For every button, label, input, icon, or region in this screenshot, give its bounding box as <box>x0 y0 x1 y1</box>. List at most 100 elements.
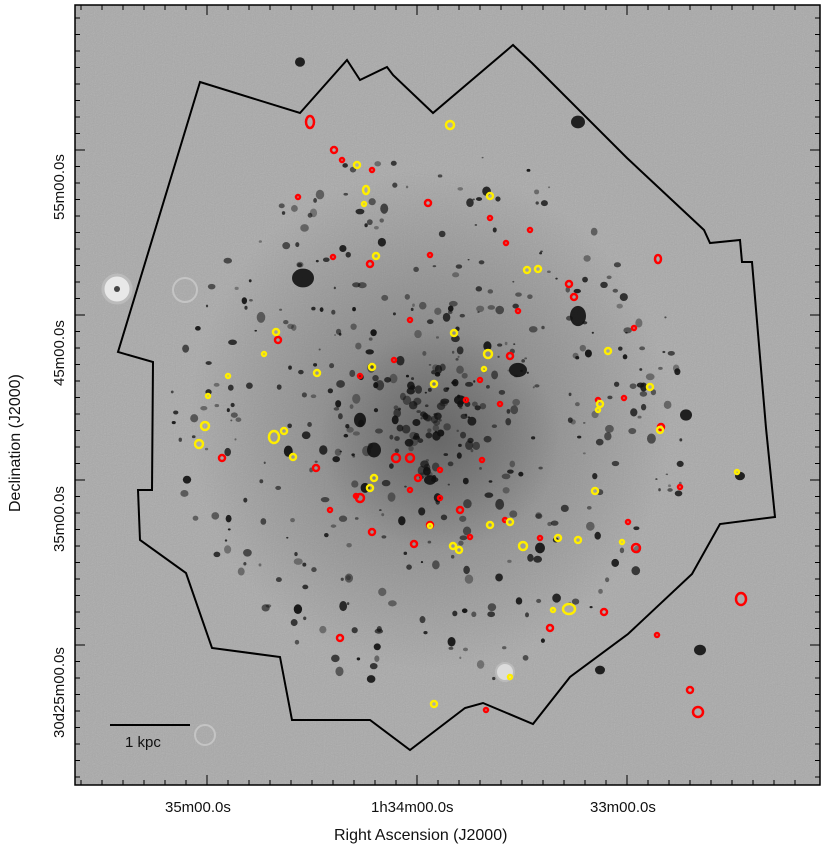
emission-knot <box>510 405 519 415</box>
emission-knot <box>375 428 383 434</box>
emission-knot <box>515 292 522 297</box>
emission-knot <box>311 306 316 311</box>
emission-knot <box>258 563 262 567</box>
emission-knot <box>433 420 441 426</box>
red-source-marker <box>329 145 339 155</box>
yellow-source-marker <box>288 452 298 462</box>
emission-knot <box>355 208 365 215</box>
emission-knot <box>377 237 386 247</box>
yellow-source-marker <box>549 606 557 614</box>
emission-knot <box>333 334 337 336</box>
emission-knot <box>310 394 317 399</box>
yellow-source-marker <box>561 602 577 616</box>
emission-knot <box>459 313 465 318</box>
emission-knot <box>455 264 463 269</box>
emission-knot <box>532 386 535 389</box>
red-source-marker <box>217 453 227 463</box>
red-source-marker <box>462 396 470 404</box>
red-source-marker <box>338 156 346 164</box>
emission-knot <box>496 343 503 347</box>
red-source-marker <box>413 473 423 483</box>
emission-knot <box>447 483 450 486</box>
emission-knot <box>536 598 542 604</box>
emission-knot <box>512 303 519 309</box>
emission-knot <box>351 627 358 634</box>
emission-knot <box>213 382 220 387</box>
yellow-source-marker <box>573 535 583 545</box>
emission-knot <box>418 301 427 310</box>
emission-knot <box>478 260 485 265</box>
emission-knot <box>223 257 233 264</box>
emission-knot <box>442 312 451 322</box>
emission-knot <box>290 517 295 523</box>
emission-knot <box>329 363 335 369</box>
yellow-source-marker <box>448 541 458 551</box>
emission-knot <box>230 419 233 422</box>
emission-knot <box>495 305 505 315</box>
emission-knot <box>527 553 534 562</box>
emission-knot <box>345 251 351 258</box>
red-source-marker <box>311 463 321 473</box>
emission-knot <box>474 223 478 226</box>
emission-knot <box>575 402 580 407</box>
emission-knot <box>502 487 510 494</box>
emission-knot <box>472 441 481 451</box>
emission-knot <box>432 364 439 372</box>
emission-knot <box>674 368 681 376</box>
yellow-source-marker <box>449 328 459 338</box>
emission-knot <box>293 604 303 615</box>
emission-knot <box>611 558 620 567</box>
red-source-marker <box>502 239 510 247</box>
emission-knot <box>396 424 404 432</box>
emission-knot <box>365 349 374 355</box>
survey-footprint-outline <box>116 43 777 752</box>
emission-knot <box>565 286 571 293</box>
emission-knot <box>292 268 314 288</box>
emission-knot <box>427 387 432 392</box>
emission-knot <box>354 412 366 428</box>
emission-knot <box>373 226 379 230</box>
emission-knot <box>369 662 378 670</box>
yellow-source-marker <box>517 540 529 552</box>
emission-knot <box>467 259 470 261</box>
yellow-source-marker <box>371 251 381 261</box>
emission-knot <box>507 559 512 563</box>
emission-knot <box>463 499 472 509</box>
yellow-source-marker <box>645 382 655 392</box>
emission-knot <box>457 355 460 359</box>
emission-knot <box>472 198 475 201</box>
emission-knot <box>235 417 242 422</box>
emission-knot <box>339 450 342 453</box>
emission-knot <box>281 211 286 215</box>
emission-knot <box>613 381 620 387</box>
red-source-marker <box>691 705 705 719</box>
emission-knot <box>582 422 586 424</box>
emission-knot <box>486 385 490 389</box>
emission-knot <box>417 465 426 476</box>
emission-knot <box>676 460 684 468</box>
emission-knot <box>409 431 418 440</box>
emission-knot <box>440 398 450 404</box>
emission-knot <box>436 402 446 411</box>
yellow-source-marker <box>279 426 289 436</box>
emission-knot <box>301 392 307 398</box>
emission-knot <box>286 536 289 539</box>
yellow-source-marker <box>505 517 515 527</box>
red-source-marker <box>273 335 283 345</box>
emission-knot <box>524 357 528 360</box>
red-source-marker <box>423 198 433 208</box>
emission-knot <box>456 452 462 459</box>
emission-knot <box>230 402 235 408</box>
emission-knot <box>338 515 348 522</box>
emission-knot <box>300 224 309 232</box>
yellow-source-marker <box>655 425 665 435</box>
emission-knot <box>374 161 382 167</box>
emission-knot <box>487 611 496 618</box>
emission-knot <box>619 293 628 302</box>
emission-knot <box>406 564 412 570</box>
emission-knot <box>466 198 474 208</box>
emission-knot <box>234 286 239 291</box>
emission-knot <box>479 402 487 410</box>
yellow-source-marker <box>733 468 741 476</box>
emission-knot <box>611 460 620 467</box>
